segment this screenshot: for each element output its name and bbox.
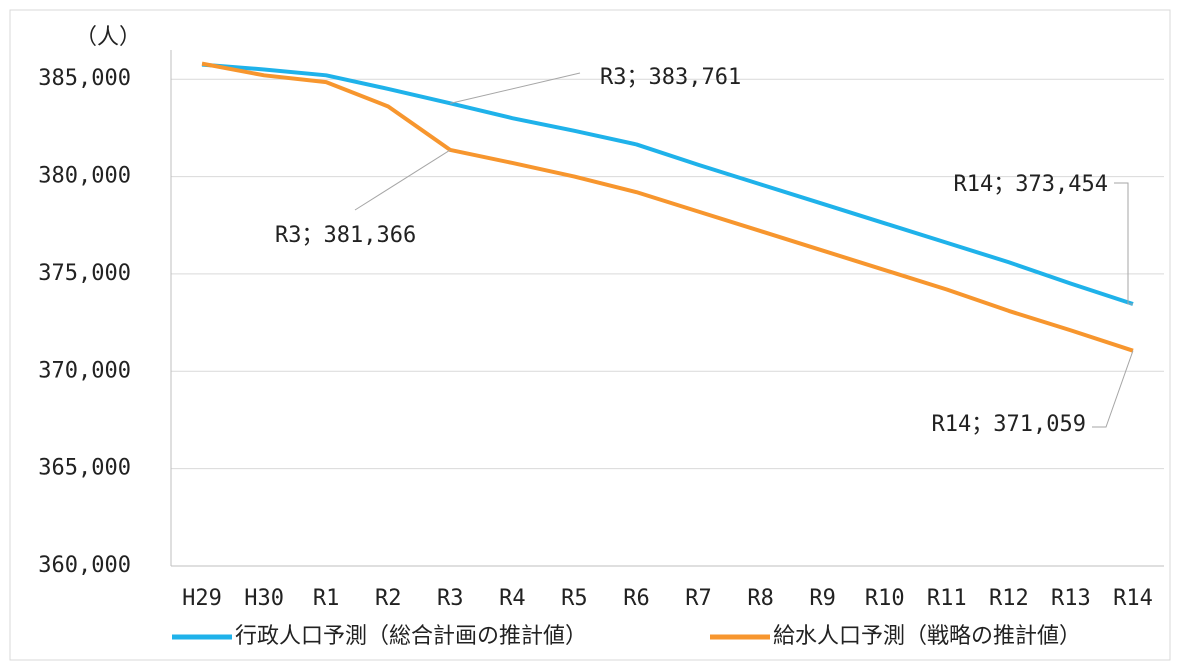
x-tick-label: R9 [809, 586, 836, 611]
x-tick-label: R1 [313, 586, 340, 611]
y-tick-label: 375,000 [38, 261, 131, 286]
y-tick-label: 385,000 [38, 66, 131, 91]
x-tick-label: R5 [561, 586, 588, 611]
x-tick-label: R4 [499, 586, 526, 611]
data-line [201, 61, 1134, 353]
y-tick-label: 370,000 [38, 358, 131, 383]
x-tick-label: R14 [1113, 586, 1153, 611]
x-tick-label: R13 [1051, 586, 1091, 611]
y-tick-label: 380,000 [38, 164, 131, 189]
leader-line [1092, 350, 1134, 428]
data-label: R3；381,366 [275, 223, 416, 248]
leader-line [450, 72, 581, 104]
x-tick-label: R2 [375, 586, 402, 611]
x-tick-label: R7 [685, 586, 712, 611]
x-tick-label: R3 [437, 586, 464, 611]
data-label: R3；383,761 [600, 65, 741, 90]
data-line [201, 62, 1134, 306]
legend-label: 行政人口予測（総合計画の推計値） [235, 624, 587, 649]
x-tick-label: R8 [747, 586, 774, 611]
data-label: R14；373,454 [954, 172, 1108, 197]
x-tick-label: H30 [244, 586, 284, 611]
leader-line [1114, 182, 1133, 305]
chart-frame [9, 9, 1171, 661]
x-tick-label: R12 [989, 586, 1029, 611]
y-tick-label: 360,000 [38, 553, 131, 578]
leader-line [354, 149, 451, 211]
y-tick-label: 365,000 [38, 456, 131, 481]
y-axis-label: （人） [75, 25, 141, 50]
x-tick-label: R6 [623, 586, 650, 611]
legend-label: 給水人口予測（戦略の推計値） [773, 624, 1081, 649]
data-label: R14；371,059 [932, 412, 1086, 437]
x-tick-label: R10 [865, 586, 905, 611]
x-tick-label: H29 [182, 586, 222, 611]
x-tick-label: R11 [927, 586, 967, 611]
